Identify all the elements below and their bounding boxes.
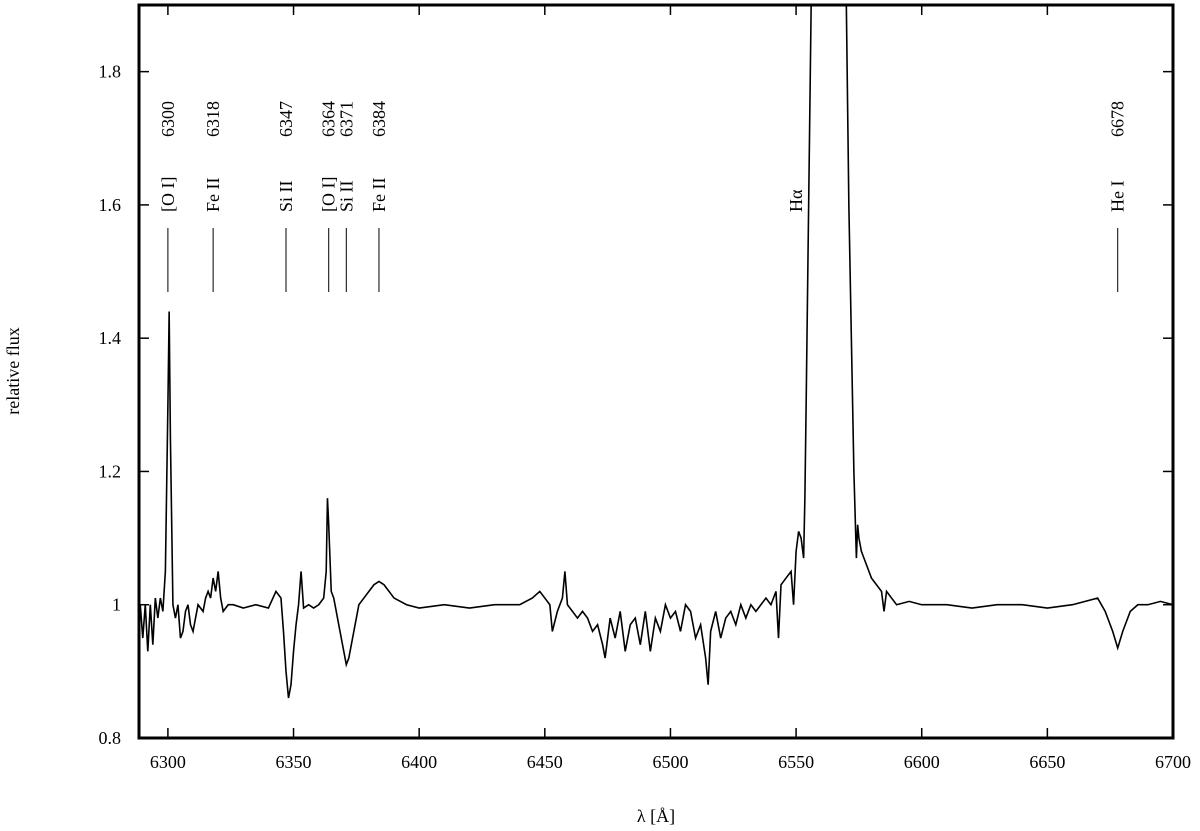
- x-tick-label: 6650: [1029, 752, 1065, 772]
- line-id-wavelength: 6384: [369, 101, 389, 137]
- line-id-label: He I: [1108, 181, 1128, 212]
- y-tick-label: 1.6: [99, 195, 122, 215]
- x-tick-label: 6600: [904, 752, 940, 772]
- x-tick-label: 6400: [401, 752, 437, 772]
- y-tick-label: 1.8: [99, 62, 122, 82]
- x-tick-label: 6550: [778, 752, 814, 772]
- x-axis-label: λ [Å]: [637, 806, 675, 826]
- line-id-wavelength: 6364: [319, 101, 339, 137]
- line-id-label: [O I]: [319, 177, 339, 212]
- x-tick-label: 6450: [527, 752, 563, 772]
- x-tick-label: 6350: [276, 752, 312, 772]
- annotation: Hα: [786, 189, 806, 212]
- line-id-wavelength: 6347: [276, 101, 296, 137]
- line-id-wavelength: 6371: [336, 101, 356, 137]
- y-axis-label: relative flux: [3, 327, 23, 414]
- line-id-wavelength: 6300: [158, 101, 178, 137]
- line-id-label: [O I]: [158, 177, 178, 212]
- y-tick-label: 1.2: [99, 461, 122, 481]
- plot-frame: [137, 3, 1175, 740]
- line-id-wavelength: 6318: [203, 101, 223, 137]
- line-id-wavelength: 6678: [1108, 101, 1128, 137]
- y-tick-label: 0.8: [99, 728, 122, 748]
- y-tick-label: 1: [112, 595, 121, 615]
- line-id-label: Si II: [276, 180, 296, 212]
- y-tick-label: 1.4: [99, 328, 122, 348]
- spectrum-line: [139, 5, 1173, 699]
- x-tick-label: 6500: [652, 752, 688, 772]
- x-tick-label: 6700: [1155, 752, 1191, 772]
- line-id-label: Fe II: [369, 178, 389, 213]
- x-tick-label: 6300: [150, 752, 186, 772]
- line-id-label: Si II: [336, 180, 356, 212]
- line-id-label: Fe II: [203, 178, 223, 213]
